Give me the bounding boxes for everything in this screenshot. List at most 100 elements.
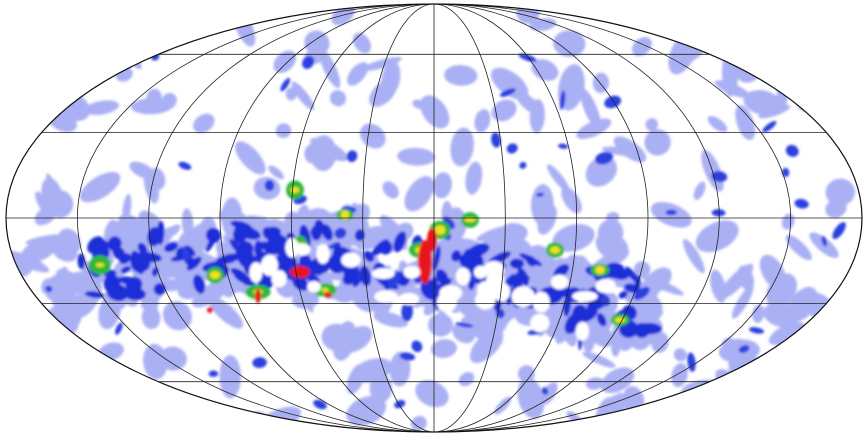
contour <box>442 216 455 230</box>
contour <box>549 246 561 254</box>
contour <box>582 351 616 368</box>
contour <box>821 235 828 247</box>
contour <box>181 208 194 239</box>
contour <box>576 118 612 139</box>
contour <box>129 161 156 180</box>
contour <box>264 179 275 192</box>
contour <box>329 90 347 107</box>
contour <box>559 90 566 110</box>
contour <box>219 355 242 399</box>
contour <box>310 222 325 237</box>
contour <box>707 116 728 133</box>
contour <box>427 228 437 252</box>
contour <box>374 290 398 303</box>
contour <box>363 250 375 262</box>
contour <box>326 242 340 250</box>
contour <box>483 261 505 279</box>
contour <box>529 99 545 134</box>
contour <box>445 207 467 241</box>
contour <box>52 241 78 262</box>
contour <box>215 253 241 265</box>
contour <box>473 265 488 279</box>
contour <box>403 265 421 279</box>
contour <box>399 352 416 361</box>
contour <box>762 121 777 133</box>
contour <box>161 92 177 110</box>
contour <box>468 275 479 282</box>
contour <box>474 290 496 310</box>
contour <box>455 267 471 286</box>
contour <box>321 224 333 241</box>
contour <box>768 321 806 345</box>
contour <box>430 339 457 358</box>
contour <box>530 313 550 333</box>
contour <box>341 252 361 268</box>
contour <box>186 256 202 271</box>
contour <box>546 164 570 193</box>
contour <box>499 88 516 97</box>
contour <box>304 143 324 164</box>
contour <box>106 283 128 302</box>
contour <box>585 156 617 187</box>
contour <box>491 99 517 122</box>
contour <box>349 280 379 313</box>
contour <box>191 280 229 308</box>
contour <box>299 254 311 267</box>
contour <box>759 254 786 290</box>
contour <box>474 109 491 133</box>
contour <box>458 371 475 387</box>
contour <box>314 260 328 276</box>
contour <box>506 143 518 154</box>
contour <box>693 181 706 200</box>
contour <box>614 317 626 323</box>
contour <box>273 50 297 74</box>
contour <box>465 161 483 195</box>
contour <box>255 289 261 303</box>
contour <box>683 239 705 274</box>
contour <box>420 95 450 129</box>
contour <box>576 87 587 100</box>
contour <box>529 18 557 31</box>
contour <box>651 331 669 353</box>
contour <box>711 170 728 183</box>
contour <box>285 237 299 258</box>
contour <box>319 48 341 89</box>
contour <box>553 264 570 278</box>
contour <box>444 65 478 86</box>
contour <box>401 301 413 322</box>
contour <box>137 242 148 255</box>
contour <box>575 321 590 341</box>
contour <box>304 30 330 56</box>
contour <box>633 286 650 300</box>
contour <box>552 224 595 252</box>
contour <box>592 72 609 94</box>
contour <box>182 245 189 263</box>
contour <box>159 346 187 371</box>
contour <box>572 291 598 302</box>
contour <box>711 209 726 217</box>
contour <box>432 172 452 199</box>
contour <box>586 377 605 390</box>
contour <box>20 237 59 264</box>
contour <box>671 363 688 388</box>
contour <box>782 167 790 178</box>
contour <box>138 258 151 272</box>
contour <box>601 146 645 157</box>
contour <box>351 202 371 238</box>
contour <box>415 380 449 408</box>
contour <box>491 132 501 148</box>
contour <box>290 186 300 194</box>
contour <box>825 178 856 206</box>
contour <box>291 81 315 110</box>
contour <box>393 231 407 253</box>
contour <box>45 285 53 293</box>
contour <box>536 192 545 197</box>
contour <box>369 79 397 107</box>
contour <box>313 399 327 410</box>
contour <box>625 266 640 284</box>
contour <box>411 415 427 432</box>
contour <box>234 273 248 284</box>
contour <box>665 209 677 216</box>
contour <box>731 285 754 319</box>
contour <box>193 274 206 294</box>
